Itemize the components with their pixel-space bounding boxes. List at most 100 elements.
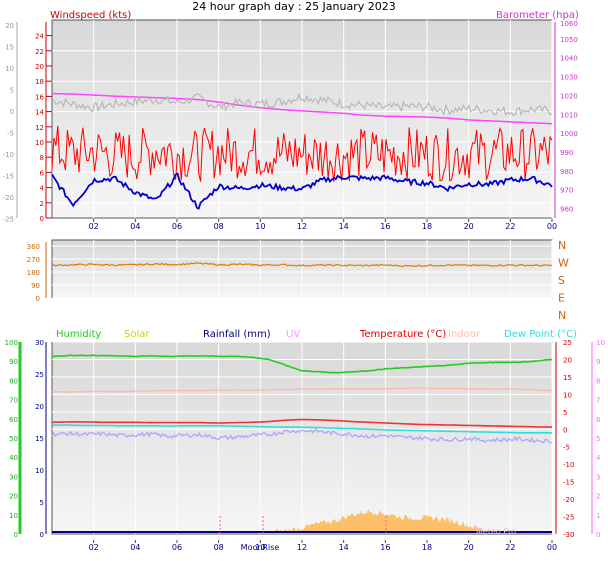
compass-letter: N <box>558 309 566 322</box>
legend-humidity: Humidity <box>56 329 101 340</box>
windspeed-axis-title: Windspeed (kts) <box>50 10 131 21</box>
windspeed-tick-label: 22 <box>35 48 44 56</box>
lower-trace-line <box>51 428 553 444</box>
x-tick-label: 06 <box>172 543 182 552</box>
compass-letter: E <box>558 292 565 305</box>
humidity-tick-label: 60 <box>9 416 18 424</box>
direction-tick-label: 270 <box>27 256 40 264</box>
barometer-tick-label: 1020 <box>560 92 578 100</box>
legend-uv: UV <box>286 329 300 340</box>
x-tick-label: 22 <box>505 543 515 552</box>
legend-dew-point: Dew Point (°C) <box>504 329 577 340</box>
windspeed-tick-label: 10 <box>35 139 44 147</box>
x-tick-label: 02 <box>89 222 99 231</box>
x-tick-label: 18 <box>422 543 432 552</box>
x-tick-label: 08 <box>214 543 224 552</box>
humidity-tick-label: 90 <box>9 358 18 366</box>
temperature-tick-label: 5 <box>563 409 567 417</box>
windspeed-tick-label: 6 <box>40 169 45 177</box>
barometer-tick-label: 1060 <box>560 20 578 28</box>
uv-tick-label: 1 <box>596 512 600 520</box>
grey-trace-line <box>51 92 553 117</box>
uv-tick-label: 7 <box>596 397 600 405</box>
x-tick-label: 00 <box>547 222 557 231</box>
windspeed-average-line <box>51 172 553 210</box>
solar-area <box>52 509 552 534</box>
windspeed-tick-label: 18 <box>35 78 44 86</box>
windspeed-tick-label: 16 <box>35 93 44 101</box>
humidity-tick-label: 10 <box>9 512 18 520</box>
outer-axis-label: -15 <box>3 173 14 181</box>
x-tick-label: 12 <box>297 222 307 231</box>
humidity-tick-label: 20 <box>9 493 18 501</box>
uv-tick-label: 4 <box>596 454 601 462</box>
outer-axis-label: -25 <box>3 216 14 224</box>
windspeed-gust-line <box>51 125 553 182</box>
x-tick-label: 14 <box>339 222 349 231</box>
x-tick-label: 20 <box>464 222 474 231</box>
temperature-tick-label: -25 <box>563 514 574 522</box>
temperature-tick-label: 25 <box>563 339 572 347</box>
x-tick-label: 08 <box>214 222 224 231</box>
x-tick-label: 16 <box>380 222 390 231</box>
legend-indoor: Indoor <box>448 329 481 340</box>
windspeed-tick-label: 2 <box>40 200 44 208</box>
direction-tick-label: 360 <box>27 243 40 251</box>
x-tick-label: 16 <box>380 543 390 552</box>
windspeed-tick-label: 14 <box>35 109 44 117</box>
rainfall-tick-label: 20 <box>35 403 44 411</box>
legend-solar: Solar <box>124 329 150 340</box>
barometer-tick-label: 1030 <box>560 74 578 82</box>
rainfall-tick-label: 5 <box>40 499 44 507</box>
temperature-tick-label: 20 <box>563 356 572 364</box>
direction-tick-label: 90 <box>31 282 40 290</box>
temperature-line <box>52 418 553 428</box>
outer-axis-label: -5 <box>7 130 14 138</box>
humidity-tick-label: 0 <box>14 531 18 539</box>
temperature-tick-label: 0 <box>563 426 567 434</box>
wind-panel: 02468101214161820222420151050-5-10-15-20… <box>3 10 579 231</box>
barometer-tick-label: 1010 <box>560 111 578 119</box>
outer-axis-label: 15 <box>5 44 14 52</box>
windspeed-tick-label: 20 <box>35 63 44 71</box>
uv-tick-label: 9 <box>596 358 600 366</box>
x-tick-label: 20 <box>464 543 474 552</box>
indoor-temperature-line <box>52 387 552 393</box>
outer-axis-label: 0 <box>10 108 14 116</box>
uv-tick-label: 10 <box>596 339 605 347</box>
x-tick-label: 06 <box>172 222 182 231</box>
watermark-text: Meteo Pro <box>476 527 516 536</box>
barometer-tick-label: 1040 <box>560 55 578 63</box>
temperature-tick-label: -5 <box>563 444 570 452</box>
barometer-tick-label: 1000 <box>560 130 578 138</box>
uv-tick-label: 0 <box>596 531 600 539</box>
windspeed-tick-label: 0 <box>40 215 44 223</box>
windspeed-tick-label: 12 <box>35 124 44 132</box>
outer-axis-label: -20 <box>3 194 14 202</box>
rainfall-tick-label: 0 <box>40 531 44 539</box>
x-tick-label: 04 <box>130 543 140 552</box>
uv-tick-label: 6 <box>596 416 601 424</box>
chart-title: 24 hour graph day : 25 January 2023 <box>192 0 396 13</box>
temperature-tick-label: -10 <box>563 461 574 469</box>
humidity-tick-label: 80 <box>9 377 18 385</box>
x-tick-label: 04 <box>130 222 140 231</box>
barometer-axis-title: Barometer (hpa) <box>496 10 579 21</box>
windspeed-tick-label: 4 <box>40 185 45 193</box>
rainfall-tick-label: 15 <box>35 435 44 443</box>
outer-axis-label: 5 <box>10 87 14 95</box>
rainfall-tick-label: 25 <box>35 371 44 379</box>
windspeed-tick-label: 24 <box>35 33 44 41</box>
uv-tick-label: 8 <box>596 377 600 385</box>
humidity-tick-label: 50 <box>9 435 18 443</box>
humidity-line <box>51 354 553 374</box>
compass-letter: S <box>558 274 565 287</box>
temperature-tick-label: -15 <box>563 479 574 487</box>
humidity-tick-label: 30 <box>9 473 18 481</box>
uv-tick-label: 3 <box>596 473 600 481</box>
barometer-tick-label: 960 <box>560 206 573 214</box>
x-tick-label: 02 <box>89 543 99 552</box>
temperature-tick-label: 10 <box>563 391 572 399</box>
